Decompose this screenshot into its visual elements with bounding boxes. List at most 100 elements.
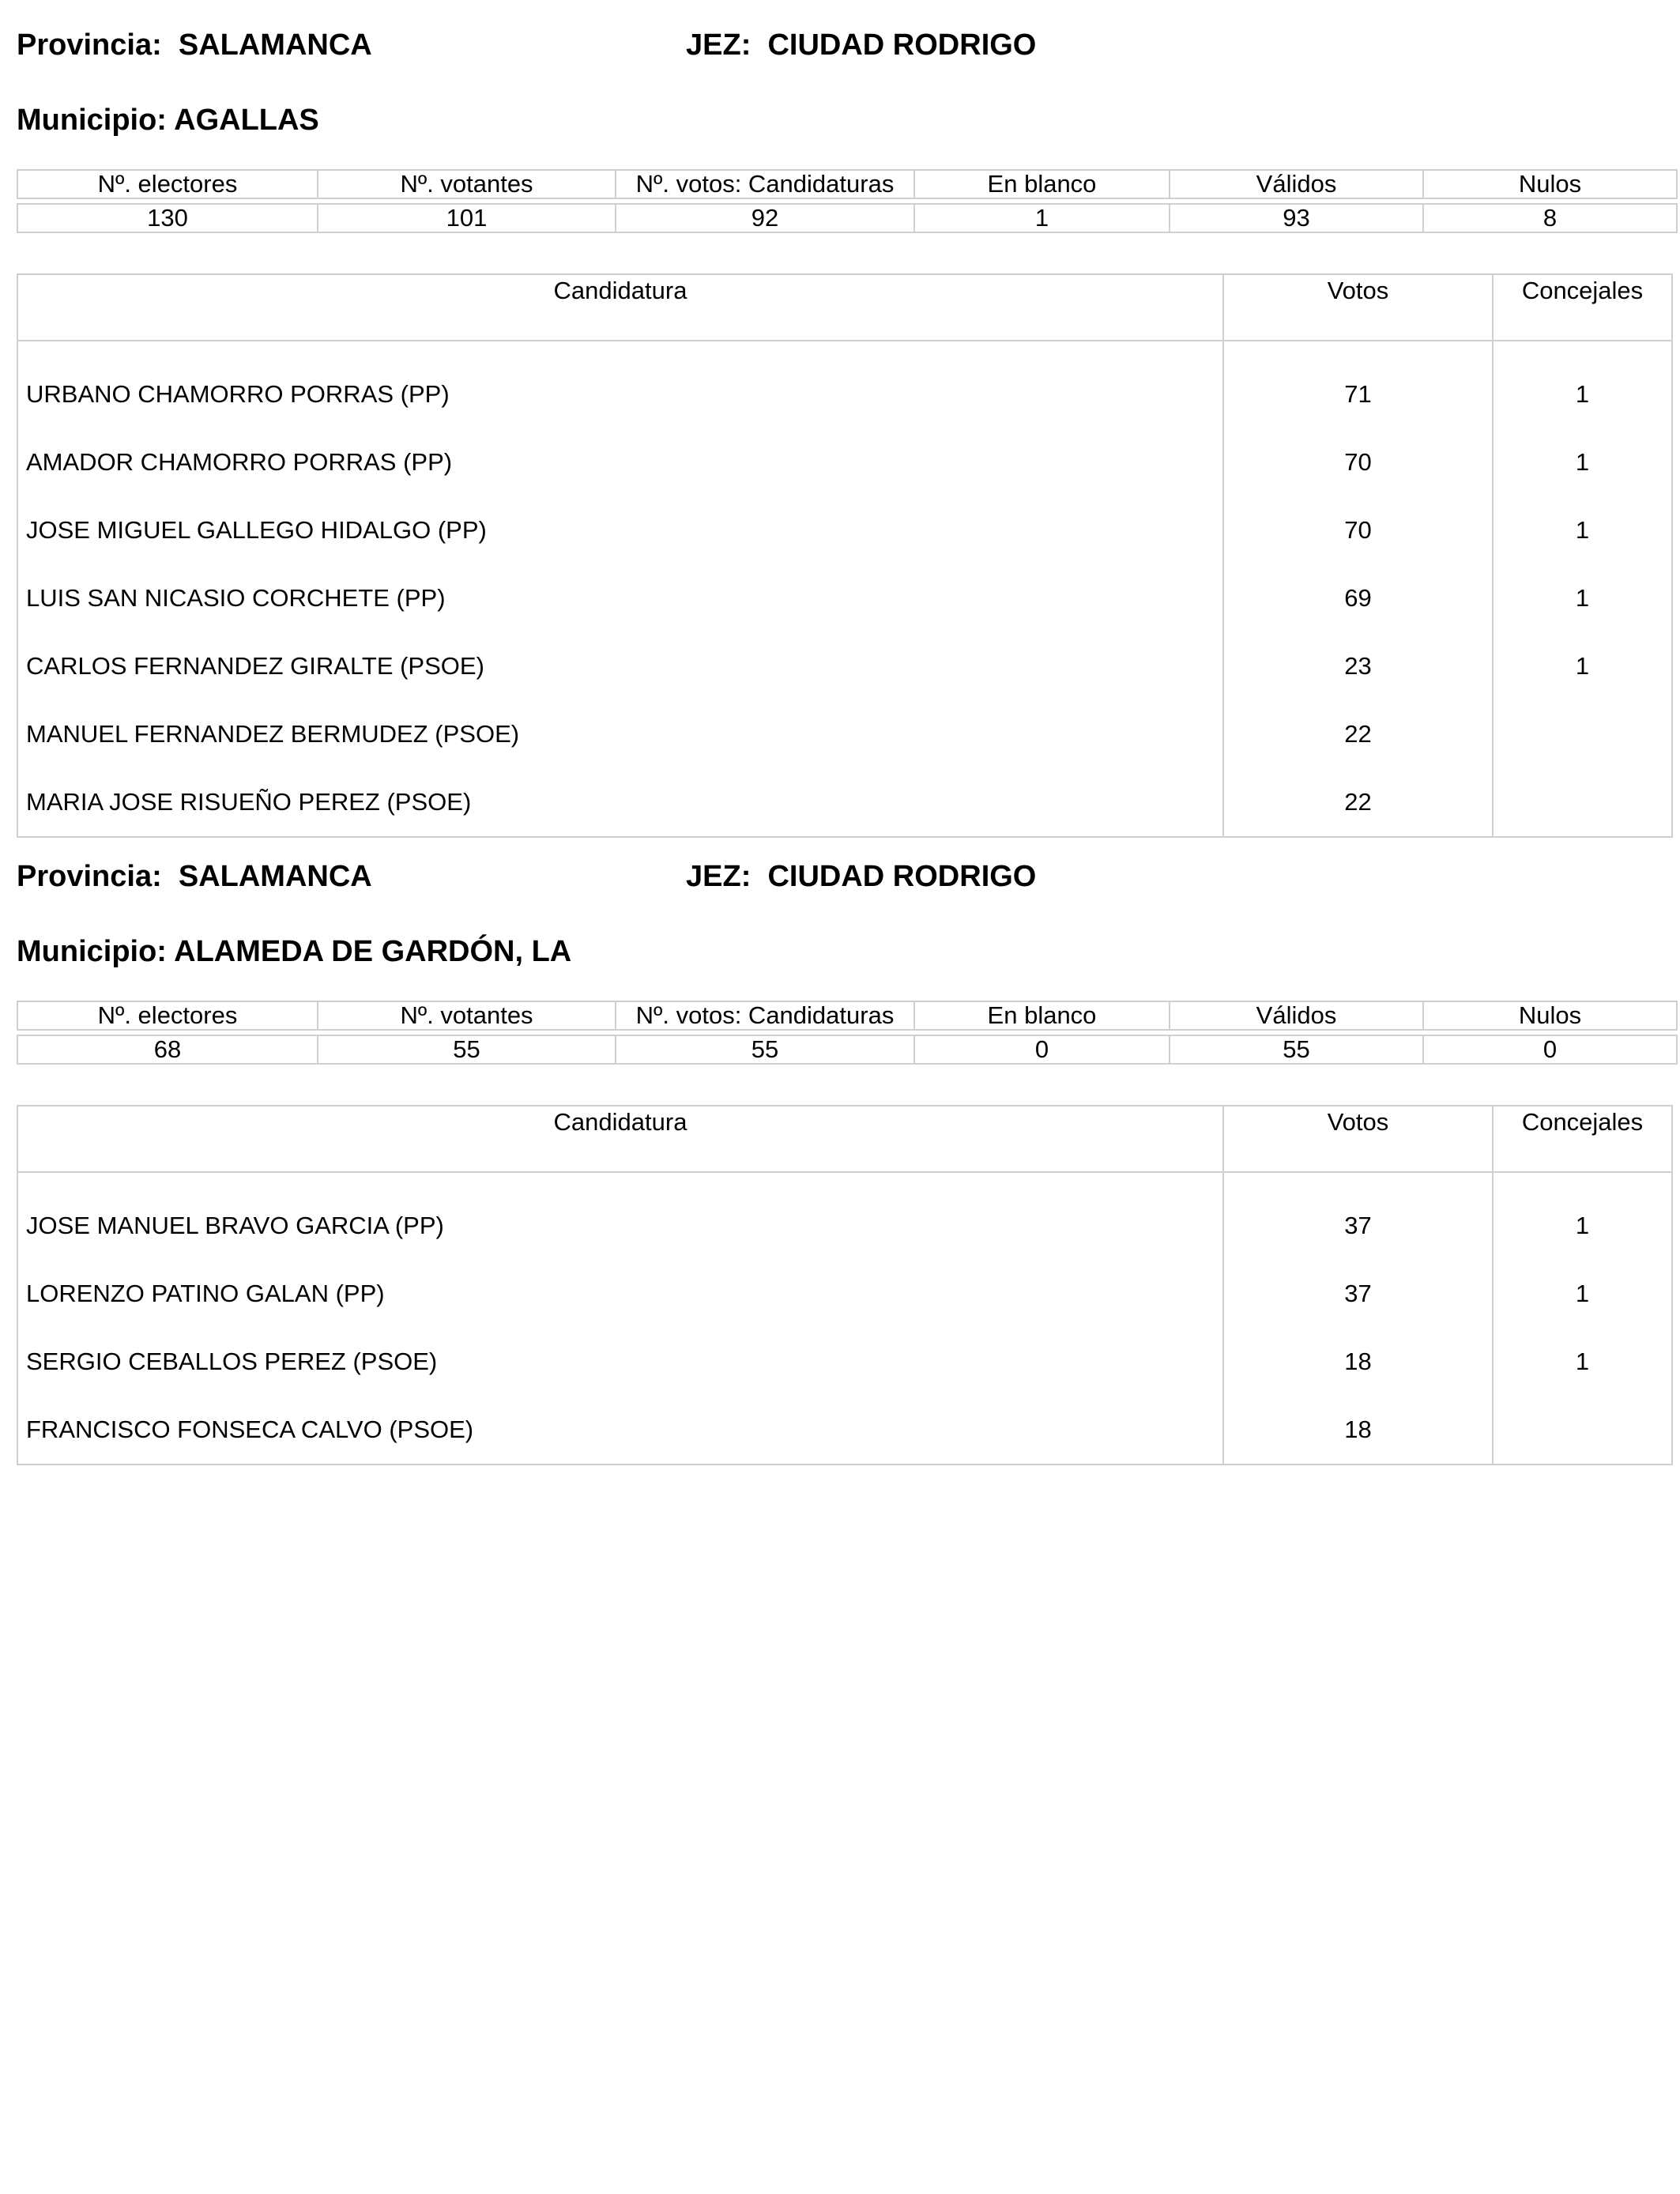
candidate-row: MARIA JOSE RISUEÑO PEREZ (PSOE) 22 bbox=[17, 768, 1673, 838]
summary-table: Nº. electores Nº. votantes Nº. votos: Cand… bbox=[17, 1001, 1678, 1065]
summary-header-cell: Nulos bbox=[1422, 1001, 1678, 1031]
candidate-row: FRANCISCO FONSECA CALVO (PSOE) 18 bbox=[17, 1396, 1673, 1465]
municipio-label: Municipio: bbox=[17, 935, 167, 968]
candidate-row: LORENZO PATINO GALAN (PP) 37 1 bbox=[17, 1260, 1673, 1328]
summary-header-cell: Nº. electores bbox=[17, 1001, 318, 1031]
spacer bbox=[318, 1029, 616, 1036]
candidate-concejales bbox=[1492, 768, 1673, 838]
candidate-name: URBANO CHAMORRO PORRAS (PP) bbox=[17, 341, 1224, 428]
spacer bbox=[17, 1029, 318, 1036]
municipio-value: AGALLAS bbox=[174, 104, 319, 137]
candidate-row: JOSE MANUEL BRAVO GARCIA (PP) 37 1 bbox=[17, 1172, 1673, 1260]
summary-value-cell: 55 bbox=[317, 1035, 616, 1065]
summary-header-cell: Nº. votantes bbox=[317, 1001, 616, 1031]
jez-heading: JEZ: CIUDAD RODRIGO bbox=[686, 859, 1036, 894]
summary-value-cell: 93 bbox=[1169, 203, 1424, 233]
candidate-row: LUIS SAN NICASIO CORCHETE (PP) 69 1 bbox=[17, 564, 1673, 632]
candidate-votes: 37 bbox=[1222, 1260, 1494, 1328]
candidate-votes: 71 bbox=[1222, 341, 1494, 428]
jez-heading: JEZ: CIUDAD RODRIGO bbox=[686, 28, 1036, 62]
provincia-value: SALAMANCA bbox=[178, 860, 372, 893]
candidates-header-cell: Votos bbox=[1222, 273, 1494, 341]
candidate-votes: 70 bbox=[1222, 496, 1494, 564]
municipio-heading: Municipio: ALAMEDA DE GARDÓN, LA bbox=[17, 934, 571, 969]
candidates-table: Candidatura Votos Concejales URBANO CHAMORR… bbox=[17, 273, 1673, 838]
summary-value-cell: 55 bbox=[1169, 1035, 1424, 1065]
summary-value-cell: 92 bbox=[615, 203, 915, 233]
candidates-header-row: Candidatura Votos Concejales bbox=[17, 273, 1673, 341]
candidate-votes: 22 bbox=[1222, 700, 1494, 768]
jez-label: JEZ: bbox=[686, 860, 751, 893]
candidate-concejales bbox=[1492, 1396, 1673, 1465]
candidate-name: LORENZO PATINO GALAN (PP) bbox=[17, 1260, 1224, 1328]
candidate-concejales: 1 bbox=[1492, 496, 1673, 564]
candidate-row: CARLOS FERNANDEZ GIRALTE (PSOE) 23 1 bbox=[17, 632, 1673, 700]
summary-table: Nº. electores Nº. votantes Nº. votos: Cand… bbox=[17, 169, 1678, 233]
municipio-value: ALAMEDA DE GARDÓN, LA bbox=[174, 935, 572, 968]
spacer bbox=[1423, 1029, 1677, 1036]
candidate-concejales: 1 bbox=[1492, 564, 1673, 632]
candidates-table: Candidatura Votos Concejales JOSE MANUEL BR… bbox=[17, 1105, 1673, 1465]
summary-value-cell: 0 bbox=[913, 1035, 1170, 1065]
spacer bbox=[616, 1029, 914, 1036]
candidate-row: AMADOR CHAMORRO PORRAS (PP) 70 1 bbox=[17, 428, 1673, 496]
candidate-name: FRANCISCO FONSECA CALVO (PSOE) bbox=[17, 1396, 1224, 1465]
summary-header-cell: Válidos bbox=[1169, 1001, 1424, 1031]
provincia-label: Provincia: bbox=[17, 860, 162, 893]
municipio-heading: Municipio: AGALLAS bbox=[17, 103, 319, 138]
summary-value-cell: 8 bbox=[1422, 203, 1678, 233]
candidate-votes: 18 bbox=[1222, 1396, 1494, 1465]
summary-header-row: Nº. electores Nº. votantes Nº. votos: Cand… bbox=[17, 1001, 1678, 1031]
spacer bbox=[1423, 198, 1677, 205]
summary-value-cell: 1 bbox=[913, 203, 1170, 233]
candidate-name: JOSE MIGUEL GALLEGO HIDALGO (PP) bbox=[17, 496, 1224, 564]
candidate-row: URBANO CHAMORRO PORRAS (PP) 71 1 bbox=[17, 341, 1673, 428]
summary-value-cell: 0 bbox=[1422, 1035, 1678, 1065]
candidate-row: MANUEL FERNANDEZ BERMUDEZ (PSOE) 22 bbox=[17, 700, 1673, 768]
spacer bbox=[318, 198, 616, 205]
candidate-concejales: 1 bbox=[1492, 1260, 1673, 1328]
summary-header-cell: Nulos bbox=[1422, 169, 1678, 199]
summary-value-cell: 130 bbox=[17, 203, 318, 233]
summary-header-cell: Nº. electores bbox=[17, 169, 318, 199]
spacer bbox=[616, 198, 914, 205]
spacer bbox=[17, 198, 318, 205]
summary-header-cell: Válidos bbox=[1169, 169, 1424, 199]
summary-value-row: 130 101 92 1 93 8 bbox=[17, 203, 1678, 233]
provincia-value: SALAMANCA bbox=[178, 28, 372, 62]
candidate-votes: 23 bbox=[1222, 632, 1494, 700]
spacer bbox=[1170, 198, 1423, 205]
provincia-heading: Provincia: SALAMANCA bbox=[17, 859, 372, 894]
summary-header-cell: Nº. votos: Candidaturas bbox=[615, 169, 915, 199]
candidate-row: JOSE MIGUEL GALLEGO HIDALGO (PP) 70 1 bbox=[17, 496, 1673, 564]
summary-gap bbox=[17, 1029, 1677, 1036]
summary-gap bbox=[17, 198, 1677, 205]
candidate-name: LUIS SAN NICASIO CORCHETE (PP) bbox=[17, 564, 1224, 632]
summary-header-cell: En blanco bbox=[913, 1001, 1170, 1031]
candidate-concejales: 1 bbox=[1492, 341, 1673, 428]
spacer bbox=[1170, 1029, 1423, 1036]
candidate-concejales: 1 bbox=[1492, 632, 1673, 700]
jez-label: JEZ: bbox=[686, 28, 751, 62]
candidates-header-cell: Concejales bbox=[1492, 273, 1673, 341]
spacer bbox=[914, 1029, 1170, 1036]
candidates-header-cell: Votos bbox=[1222, 1105, 1494, 1173]
candidate-name: SERGIO CEBALLOS PEREZ (PSOE) bbox=[17, 1328, 1224, 1396]
summary-header-cell: En blanco bbox=[913, 169, 1170, 199]
summary-value-row: 68 55 55 0 55 0 bbox=[17, 1035, 1678, 1065]
provincia-heading: Provincia: SALAMANCA bbox=[17, 28, 372, 62]
candidate-name: JOSE MANUEL BRAVO GARCIA (PP) bbox=[17, 1172, 1224, 1260]
summary-header-row: Nº. electores Nº. votantes Nº. votos: Cand… bbox=[17, 169, 1678, 199]
summary-value-cell: 55 bbox=[615, 1035, 915, 1065]
summary-value-cell: 101 bbox=[317, 203, 616, 233]
candidate-name: AMADOR CHAMORRO PORRAS (PP) bbox=[17, 428, 1224, 496]
summary-header-cell: Nº. votantes bbox=[317, 169, 616, 199]
candidate-votes: 37 bbox=[1222, 1172, 1494, 1260]
candidate-votes: 22 bbox=[1222, 768, 1494, 838]
municipio-label: Municipio: bbox=[17, 104, 167, 137]
candidate-row: SERGIO CEBALLOS PEREZ (PSOE) 18 1 bbox=[17, 1328, 1673, 1396]
candidate-concejales: 1 bbox=[1492, 428, 1673, 496]
candidate-votes: 69 bbox=[1222, 564, 1494, 632]
provincia-label: Provincia: bbox=[17, 28, 162, 62]
candidate-name: CARLOS FERNANDEZ GIRALTE (PSOE) bbox=[17, 632, 1224, 700]
